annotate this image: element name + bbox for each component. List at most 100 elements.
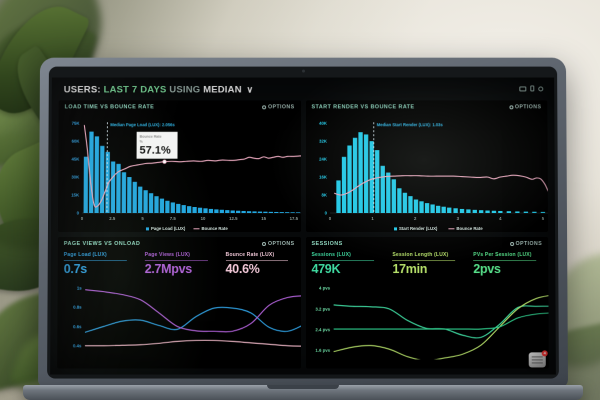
metric-rule	[311, 260, 375, 261]
metric-value: 2.7Mpvs	[144, 261, 192, 276]
metric-page-views[interactable]: Page Views (LUX) 2.7Mpvs	[139, 250, 220, 277]
svg-text:40K: 40K	[319, 121, 328, 126]
title-range[interactable]: LAST 7 DAYS	[103, 84, 167, 96]
svg-text:8K: 8K	[321, 193, 327, 198]
laptop: USERS: LAST 7 DAYS USING MEDIAN ∨	[23, 57, 583, 400]
metric-label: Page Views (LUX)	[144, 251, 191, 258]
svg-text:5: 5	[541, 216, 544, 221]
svg-text:10: 10	[201, 216, 206, 221]
metric-sessions[interactable]: Sessions (LUX) 479K	[306, 250, 387, 277]
device-filter-icons[interactable]	[519, 85, 544, 92]
monitor-icon[interactable]	[519, 85, 527, 91]
svg-text:0: 0	[77, 211, 80, 216]
title-stat[interactable]: MEDIAN	[203, 84, 242, 96]
metric-rule	[392, 260, 456, 261]
options-label: OPTIONS	[515, 240, 543, 247]
options-button[interactable]: OPTIONS	[262, 104, 295, 110]
svg-text:0.6s: 0.6s	[73, 324, 82, 329]
svg-text:0: 0	[328, 216, 331, 221]
options-label: OPTIONS	[267, 240, 295, 247]
svg-text:0: 0	[81, 216, 84, 221]
svg-text:15: 15	[261, 216, 266, 221]
gear-icon	[508, 105, 513, 110]
gear-icon	[262, 105, 267, 110]
svg-text:4 pvs: 4 pvs	[319, 285, 331, 290]
metric-pvs-per-session[interactable]: PVs Per Session (LUX) 2pvs	[467, 250, 548, 277]
page-title[interactable]: USERS: LAST 7 DAYS USING MEDIAN ∨	[64, 84, 254, 95]
laptop-lid: USERS: LAST 7 DAYS USING MEDIAN ∨	[37, 57, 569, 388]
metric-bounce-rate[interactable]: Bounce Rate (LUX) 40.6%	[220, 250, 301, 277]
svg-text:Bounce Rate: Bounce Rate	[140, 135, 162, 139]
svg-text:2.4 pvs: 2.4 pvs	[315, 327, 330, 332]
svg-text:Start Render (LUX): Start Render (LUX)	[399, 226, 438, 231]
laptop-hinge-notch	[267, 385, 339, 389]
metric-strip: Page Load (LUX) 0.7s Page Views (LUX) 2.…	[58, 250, 301, 277]
analytics-dashboard: USERS: LAST 7 DAYS USING MEDIAN ∨	[50, 78, 556, 375]
svg-text:3: 3	[456, 216, 459, 221]
webcam-icon	[301, 69, 305, 73]
svg-text:24K: 24K	[319, 157, 328, 162]
page-views-chart[interactable]: 0.4s0.6s0.8s1s200K300K400K500K40%60%80%1…	[57, 277, 301, 359]
svg-text:7.5: 7.5	[170, 216, 177, 221]
svg-text:17.5: 17.5	[290, 216, 299, 221]
panel-title: START RENDER VS BOUNCE RATE	[311, 104, 415, 111]
metric-value: 0.7s	[63, 261, 87, 276]
metric-strip: Sessions (LUX) 479K Session Length (LUX)…	[306, 250, 549, 277]
metric-page-load[interactable]: Page Load (LUX) 0.7s	[58, 250, 139, 277]
panel-page-views-vs-onload: PAGE VIEWS VS ONLOAD OPTIONS Page Load (…	[57, 236, 301, 369]
panel-header: LOAD TIME VS BOUNCE RATE OPTIONS	[59, 100, 301, 113]
svg-text:0.4s: 0.4s	[73, 343, 82, 348]
svg-text:57.1%: 57.1%	[140, 145, 171, 157]
options-button[interactable]: OPTIONS	[509, 240, 543, 247]
svg-text:5: 5	[141, 216, 144, 221]
phone-icon[interactable]	[538, 85, 544, 91]
svg-text:2: 2	[413, 216, 416, 221]
notification-badge: 4	[541, 350, 548, 357]
metric-value: 479K	[311, 261, 341, 276]
svg-text:0.8s: 0.8s	[73, 304, 82, 309]
svg-text:4: 4	[499, 216, 502, 221]
notification-app-icon[interactable]: 4	[528, 350, 548, 368]
svg-text:2.5: 2.5	[109, 216, 116, 221]
panel-load-time-vs-bounce-rate: LOAD TIME VS BOUNCE RATE OPTIONS 0 15K 30K…	[57, 100, 301, 232]
chevron-down-icon[interactable]: ∨	[246, 84, 254, 95]
svg-text:1.6 pvs: 1.6 pvs	[315, 347, 330, 352]
svg-text:45K: 45K	[71, 157, 80, 162]
svg-text:30K: 30K	[71, 175, 80, 180]
screen: USERS: LAST 7 DAYS USING MEDIAN ∨	[50, 77, 556, 375]
panel-header: SESSIONS OPTIONS	[306, 237, 549, 250]
gear-icon	[509, 241, 514, 246]
svg-text:Median Start Render (LUX): 1.0: Median Start Render (LUX): 1.03s	[376, 122, 443, 127]
panel-title: PAGE VIEWS VS ONLOAD	[63, 240, 141, 247]
svg-text:60K: 60K	[72, 139, 81, 144]
metric-label: Bounce Rate (LUX)	[225, 251, 275, 258]
metric-value: 40.6%	[225, 261, 260, 276]
options-button[interactable]: OPTIONS	[261, 240, 295, 247]
panel-title: LOAD TIME VS BOUNCE RATE	[64, 104, 155, 111]
svg-text:Median Page Load (LUX): 2.056s: Median Page Load (LUX): 2.056s	[110, 122, 175, 127]
metric-session-length[interactable]: Session Length (LUX) 17min	[386, 250, 467, 277]
panel-header: PAGE VIEWS VS ONLOAD OPTIONS	[58, 237, 301, 250]
gear-icon	[261, 241, 266, 246]
tablet-icon[interactable]	[530, 85, 535, 92]
svg-text:3.2 pvs: 3.2 pvs	[315, 306, 330, 311]
svg-text:Bounce Rate: Bounce Rate	[201, 226, 228, 231]
svg-text:1: 1	[371, 216, 374, 221]
panel-header: START RENDER VS BOUNCE RATE OPTIONS	[305, 100, 547, 113]
panel-title: SESSIONS	[311, 240, 343, 247]
svg-text:12.5: 12.5	[229, 216, 238, 221]
svg-text:16K: 16K	[319, 175, 328, 180]
panel-grid: LOAD TIME VS BOUNCE RATE OPTIONS 0 15K 30K…	[57, 100, 549, 369]
metric-rule	[144, 260, 208, 261]
svg-text:Bounce Rate: Bounce Rate	[456, 226, 483, 231]
chart-area: 0.4s0.6s0.8s1s200K300K400K500K40%60%80%1…	[57, 277, 301, 369]
metric-label: Sessions (LUX)	[311, 251, 352, 258]
metric-rule	[473, 260, 537, 261]
options-button[interactable]: OPTIONS	[508, 104, 541, 110]
